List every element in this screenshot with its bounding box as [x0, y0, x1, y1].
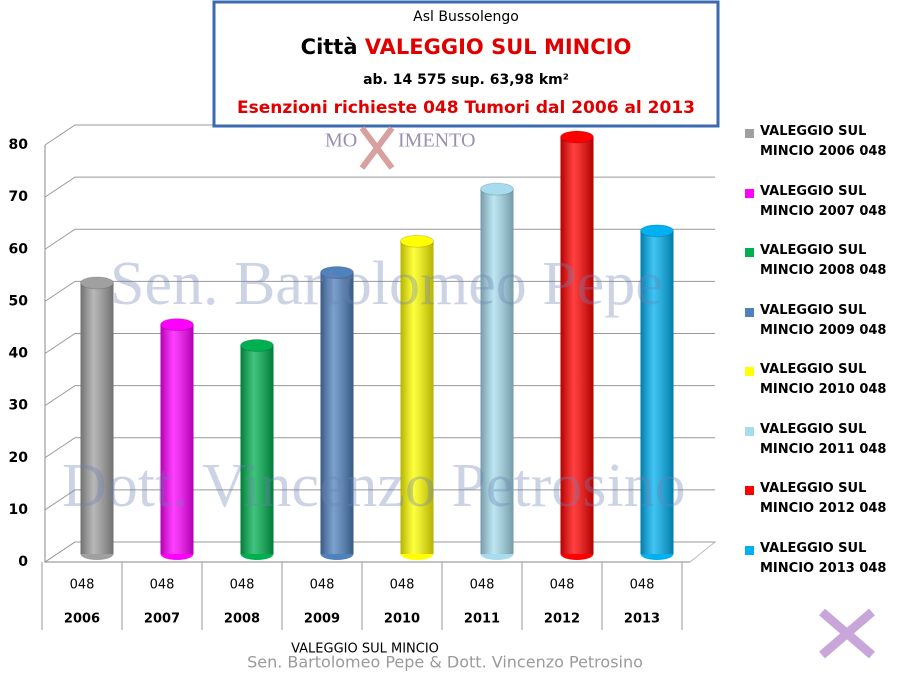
legend: VALEGGIO SUL MINCIO 2006 048 VALEGGIO SUL…	[742, 122, 900, 598]
cylinder-top	[400, 234, 434, 248]
bar-shade	[640, 230, 674, 554]
cylinder	[320, 266, 354, 560]
x-tick-label: 2012	[544, 612, 580, 627]
title-line: Asl Bussolengo	[413, 9, 519, 25]
x-tick-label: 2006	[64, 612, 100, 627]
legend-swatch	[745, 545, 754, 555]
x-tick-label: 048	[470, 578, 495, 593]
x-tick-label: 048	[230, 578, 255, 593]
x-tick-label: 2007	[144, 612, 180, 627]
y-tick-label: 10	[9, 502, 29, 518]
title-line: Città VALEGGIO SUL MINCIO	[301, 35, 632, 59]
watermark: Dott. Vincenzo Petrosino	[62, 452, 686, 520]
legend-label: VALEGGIO SUL MINCIO 2006 048	[760, 124, 887, 159]
x-tick-label: 048	[550, 578, 575, 593]
cylinder	[480, 182, 514, 560]
y-tick-label: 60	[9, 241, 29, 257]
cylinder-top	[80, 276, 114, 290]
y-tick-label: 0	[18, 554, 28, 570]
legend-swatch	[745, 129, 754, 138]
title-box	[212, 0, 720, 128]
grid-line	[44, 333, 715, 354]
x-tick-label: 048	[390, 578, 415, 593]
x-tick-label: 2011	[464, 612, 500, 627]
y-tick-label: 70	[9, 189, 29, 205]
title-text: Città	[301, 35, 358, 59]
title-city: VALEGGIO SUL MINCIO	[365, 35, 632, 59]
footer: Sen. Bartolomeo Pepe & Dott. Vincenzo Pe…	[247, 653, 643, 672]
cylinder-top	[160, 318, 194, 332]
x-axis-label: VALEGGIO SUL MINCIO	[291, 642, 439, 657]
x-tick-label: 048	[310, 578, 335, 593]
legend-item: VALEGGIO SUL MINCIO 2007 048	[742, 182, 900, 242]
floor	[43, 541, 717, 563]
bar-shade	[480, 189, 514, 554]
logo-x	[359, 126, 395, 170]
cylinder	[640, 224, 674, 560]
y-tick-label: 50	[9, 293, 29, 309]
grid-line	[44, 176, 715, 198]
cylinder	[80, 276, 114, 560]
legend-label: VALEGGIO SUL MINCIO 2007 048	[760, 183, 887, 219]
legend-label: VALEGGIO SUL MINCIO 2012 048	[760, 481, 887, 516]
y-tick-label: 80	[9, 137, 29, 153]
corner-logo	[819, 608, 875, 659]
legend-item: VALEGGIO SUL MINCIO 2010 048	[742, 360, 900, 420]
bar-shade	[400, 241, 434, 554]
y-tick-label: 20	[9, 450, 29, 466]
cylinder-top	[240, 339, 274, 352]
cylinder	[560, 130, 594, 560]
x-tick-label: 048	[150, 578, 175, 593]
legend-label: VALEGGIO SUL MINCIO 2010 048	[760, 362, 887, 397]
legend-item: VALEGGIO SUL MINCIO 2008 048	[742, 241, 900, 301]
legend-swatch	[745, 248, 754, 257]
watermark: Sen. Bartolomeo Pepe	[110, 250, 663, 318]
cylinder-top	[560, 130, 594, 144]
y-tick-label: 40	[9, 346, 29, 362]
legend-label: VALEGGIO SUL MINCIO 2009 048	[760, 302, 887, 338]
cylinder	[160, 318, 194, 560]
y-tick-label: 30	[9, 398, 29, 414]
legend-label: VALEGGIO SUL MINCIO 2008 048	[760, 243, 887, 278]
legend-swatch	[745, 367, 754, 376]
legend-swatch	[745, 188, 754, 198]
cylinder-top	[480, 182, 514, 196]
legend-item: VALEGGIO SUL MINCIO 2012 048	[742, 479, 900, 539]
x-tick-label: 2009	[304, 612, 340, 627]
cylinder-top	[320, 266, 354, 280]
grid-line	[44, 228, 715, 250]
legend-label: VALEGGIO SUL MINCIO 2013 048	[760, 540, 887, 576]
logo-text: IMENTO	[398, 130, 475, 152]
cylinder-top	[640, 224, 674, 238]
legend-swatch	[745, 426, 754, 436]
title-line: ab. 14 575 sup. 63,98 km²	[363, 72, 569, 88]
bar-shade	[160, 324, 194, 554]
subtitle: Esenzioni richieste 048 Tumori dal 2006 …	[237, 98, 695, 118]
bar-shade	[240, 345, 274, 554]
bar-shade	[320, 272, 354, 554]
x-tick-label: 2013	[624, 612, 660, 627]
bar-shade	[560, 137, 594, 554]
cylinder	[240, 339, 274, 560]
legend-item: VALEGGIO SUL MINCIO 2011 048	[742, 420, 900, 480]
legend-swatch	[745, 307, 754, 317]
legend-item: VALEGGIO SUL MINCIO 2013 048	[742, 539, 900, 599]
x-tick-label: 048	[70, 578, 95, 593]
legend-swatch	[745, 486, 754, 495]
bar-shade	[80, 282, 114, 554]
x-tick-label: 2008	[224, 612, 260, 627]
legend-label: VALEGGIO SUL MINCIO 2011 048	[760, 421, 887, 457]
legend-item: VALEGGIO SUL MINCIO 2006 048	[742, 122, 900, 182]
x-tick-label: 048	[630, 578, 655, 593]
grid-line	[44, 385, 715, 407]
x-tick-label: 2010	[384, 612, 420, 627]
legend-item: VALEGGIO SUL MINCIO 2009 048	[742, 301, 900, 361]
cylinder	[400, 234, 434, 560]
logo-text: MO	[325, 130, 357, 152]
